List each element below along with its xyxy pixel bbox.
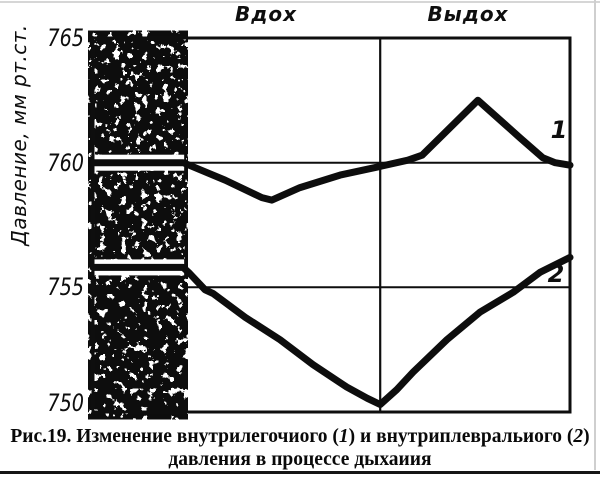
chart-area: Давление, мм рт.ст. Вдох Выдох 1 2 765 76…	[7, 2, 574, 417]
y-tick-765: 765	[47, 24, 84, 52]
plot-frame	[91, 36, 572, 414]
phase-label-exhale: Выдох	[427, 2, 509, 26]
curve-1	[89, 96, 574, 204]
stipple-band	[93, 38, 184, 412]
caption-ref-2: 2	[573, 426, 584, 447]
y-tick-755: 755	[47, 273, 84, 302]
phase-label-inhale: Вдох	[234, 2, 298, 26]
caption-line-2: давления в процессе дыхаиия	[168, 449, 432, 470]
caption-text: Рис.19. Изменение внутрилегочиого (	[10, 426, 339, 447]
figure-caption: Рис.19. Изменение внутрилегочиого (1) и …	[0, 425, 600, 471]
curve-2	[89, 253, 574, 408]
series-1-label: 1	[550, 116, 568, 144]
caption-ref-1: 1	[338, 426, 349, 447]
bottom-rule	[0, 471, 600, 474]
y-tick-750: 750	[47, 389, 84, 417]
caption-text: ) и внутриплевральиого (	[348, 426, 574, 447]
y-axis-title: Давление, мм рт.ст.	[7, 24, 31, 246]
pressure-chart-svg	[89, 36, 574, 414]
y-tick-760: 760	[47, 148, 84, 177]
caption-line-1: Рис.19. Изменение внутрилегочиого (1) и …	[0, 425, 600, 448]
scan-right-edge	[594, 0, 596, 470]
caption-text: )	[583, 426, 590, 447]
scan-top-edge	[0, 1, 600, 3]
series-2-label: 2	[547, 260, 565, 288]
